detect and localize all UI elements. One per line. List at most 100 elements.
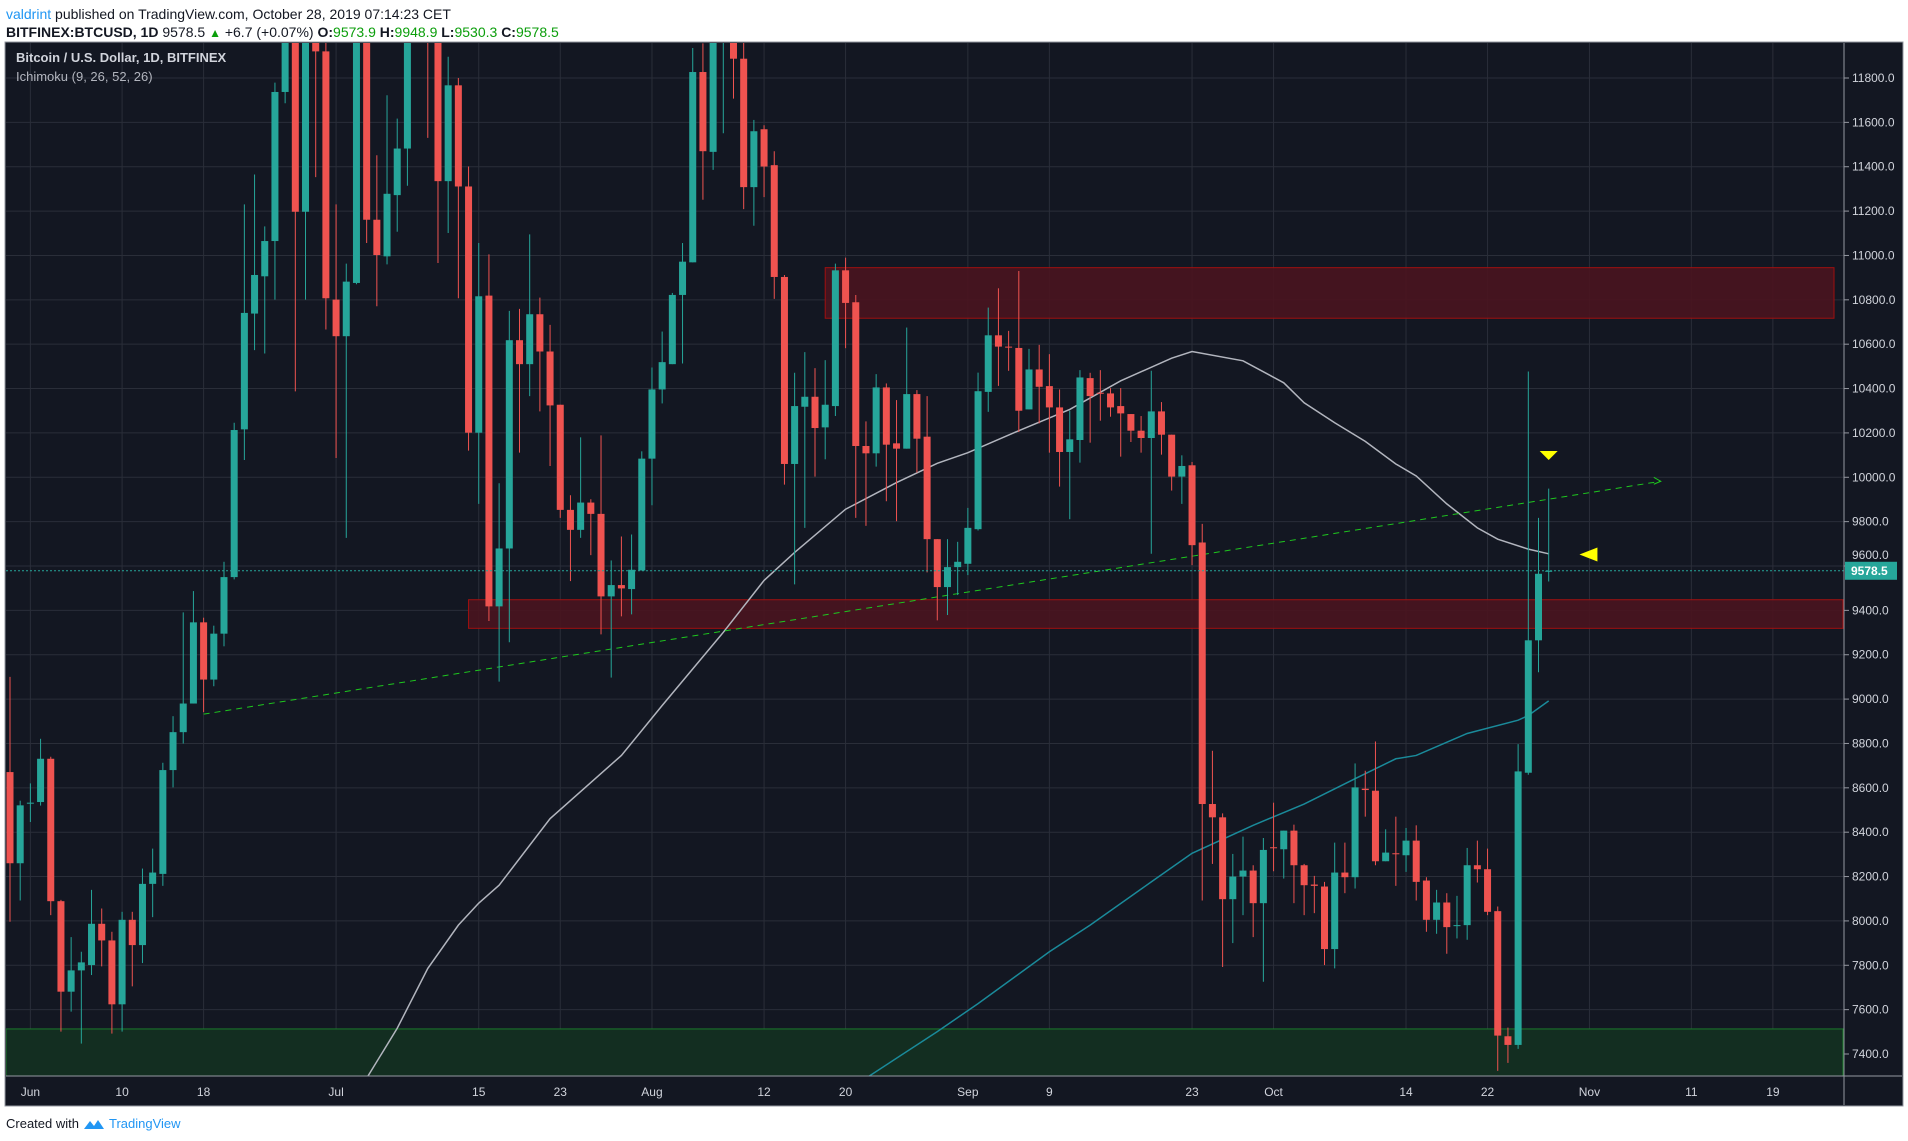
candle[interactable] <box>98 923 106 941</box>
candle[interactable] <box>1219 817 1227 900</box>
candle[interactable] <box>138 883 146 946</box>
candle[interactable] <box>1351 787 1359 878</box>
indicator-legend[interactable]: Ichimoku (9, 26, 52, 26) <box>16 69 153 84</box>
candle[interactable] <box>811 396 819 429</box>
tradingview-link[interactable]: TradingView <box>108 1116 181 1131</box>
candle[interactable] <box>760 129 768 167</box>
candle[interactable] <box>577 502 585 530</box>
candle[interactable] <box>1433 902 1441 920</box>
candle[interactable] <box>597 513 605 597</box>
candle[interactable] <box>536 314 544 352</box>
candle[interactable] <box>1259 849 1267 904</box>
candle[interactable] <box>1117 406 1125 414</box>
candle[interactable] <box>770 165 778 277</box>
candle[interactable] <box>831 270 839 407</box>
candle[interactable] <box>1198 542 1206 805</box>
candle[interactable] <box>1300 865 1308 886</box>
candle[interactable] <box>465 186 473 433</box>
candle[interactable] <box>933 539 941 588</box>
candle[interactable] <box>1229 876 1237 900</box>
candle[interactable] <box>220 577 228 634</box>
candle[interactable] <box>1524 640 1532 773</box>
candle[interactable] <box>516 340 523 365</box>
candle[interactable] <box>352 0 360 283</box>
candle[interactable] <box>974 391 982 530</box>
candle[interactable] <box>1239 870 1247 877</box>
candle[interactable] <box>444 85 452 182</box>
candle[interactable] <box>1137 430 1145 439</box>
candle[interactable] <box>1463 865 1471 926</box>
candle[interactable] <box>363 0 371 220</box>
candle[interactable] <box>1382 852 1390 862</box>
candle[interactable] <box>454 85 462 187</box>
candle[interactable] <box>658 362 666 390</box>
candle[interactable] <box>128 919 136 946</box>
candle[interactable] <box>1473 865 1481 870</box>
plot-area[interactable] <box>6 0 1844 1078</box>
candle[interactable] <box>720 0 727 33</box>
candle[interactable] <box>1422 880 1430 920</box>
candle[interactable] <box>230 430 238 578</box>
candle[interactable] <box>393 148 401 196</box>
candle[interactable] <box>495 548 503 607</box>
candle[interactable] <box>954 561 962 568</box>
candle[interactable] <box>984 335 992 392</box>
candle[interactable] <box>862 445 870 454</box>
candle[interactable] <box>882 387 890 445</box>
candle[interactable] <box>16 805 24 864</box>
candle[interactable] <box>261 241 269 277</box>
candle[interactable] <box>1127 414 1135 431</box>
candle[interactable] <box>1280 830 1288 850</box>
candle[interactable] <box>108 940 116 1005</box>
candle[interactable] <box>77 962 85 971</box>
trendline[interactable] <box>203 480 1661 715</box>
candle[interactable] <box>332 299 340 337</box>
candle[interactable] <box>1086 378 1094 397</box>
candle[interactable] <box>159 770 167 874</box>
candle[interactable] <box>791 406 799 464</box>
candle[interactable] <box>801 396 809 407</box>
candle[interactable] <box>1045 386 1053 408</box>
candle[interactable] <box>1484 869 1492 912</box>
candle[interactable] <box>1249 870 1257 904</box>
candle[interactable] <box>240 312 248 430</box>
candle[interactable] <box>852 302 860 446</box>
candle[interactable] <box>373 219 381 256</box>
candle[interactable] <box>566 509 574 530</box>
time-axis[interactable]: Jun 10 18 Jul 15 23 Aug 12 20 Sep 9 23 Oct 14 22 Nov 11 1… <box>21 1085 1780 1099</box>
author-link[interactable]: valdrint <box>6 6 52 22</box>
candle[interactable] <box>709 23 717 152</box>
candle[interactable] <box>1392 853 1400 855</box>
candle[interactable] <box>281 0 289 92</box>
candle[interactable] <box>403 0 411 149</box>
candle[interactable] <box>893 443 901 449</box>
candle[interactable] <box>1107 393 1115 408</box>
candle[interactable] <box>210 633 218 680</box>
candle[interactable] <box>189 622 197 704</box>
candle[interactable] <box>689 72 697 263</box>
candle[interactable] <box>47 758 55 902</box>
candle[interactable] <box>842 270 850 303</box>
candle[interactable] <box>169 732 177 771</box>
candle[interactable] <box>964 527 972 564</box>
candle[interactable] <box>322 51 330 299</box>
candle[interactable] <box>179 703 187 733</box>
candle[interactable] <box>1361 788 1369 791</box>
candle[interactable] <box>587 502 595 514</box>
candle[interactable] <box>505 340 513 549</box>
candle[interactable] <box>903 394 911 449</box>
candle[interactable] <box>526 314 534 365</box>
candle[interactable] <box>1412 840 1420 882</box>
candle[interactable] <box>638 458 646 571</box>
candle[interactable] <box>699 72 707 152</box>
candle[interactable] <box>872 387 880 454</box>
candle[interactable] <box>1331 872 1339 950</box>
candle[interactable] <box>1402 840 1410 856</box>
candle[interactable] <box>913 394 921 439</box>
candle[interactable] <box>648 389 656 459</box>
candle[interactable] <box>271 91 279 242</box>
candle[interactable] <box>1056 407 1064 452</box>
candle[interactable] <box>302 0 310 212</box>
candle[interactable] <box>668 294 676 365</box>
candle[interactable] <box>88 923 96 966</box>
